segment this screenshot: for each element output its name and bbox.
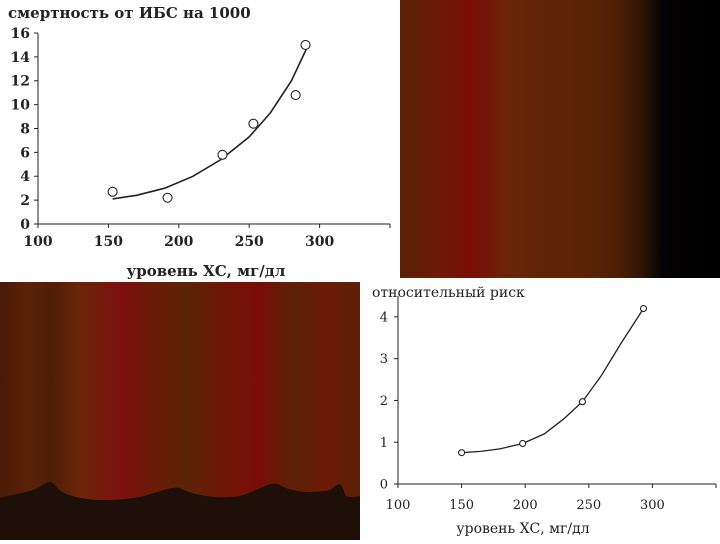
trend-curve	[112, 44, 310, 200]
data-point	[458, 449, 466, 457]
data-point	[519, 439, 527, 448]
data-point	[300, 39, 311, 50]
y-tick-label: 3	[380, 352, 388, 367]
curtain-background-bottom	[0, 282, 360, 540]
y-tick-label: 2	[20, 193, 30, 209]
chart-title: относительный риск	[372, 285, 525, 301]
data-point	[248, 118, 259, 129]
curtain-background-top	[400, 0, 720, 278]
data-point	[217, 149, 228, 160]
x-axis-label: уровень ХС, мг/дл	[127, 262, 286, 280]
trend-curve	[461, 308, 645, 454]
data-point	[107, 186, 118, 197]
y-tick-label: 8	[20, 121, 30, 137]
y-tick-label: 4	[20, 169, 30, 185]
y-tick-label: 14	[11, 50, 31, 66]
chart-relative-risk-svg: относительный риск уровень ХС, мг/дл 100…	[372, 285, 717, 537]
data-point	[290, 90, 301, 101]
plot-area: 100 150 200 250 300 0 1 2 3 4	[380, 296, 717, 513]
y-tick-label: 16	[11, 26, 30, 42]
x-tick-label: 150	[449, 498, 474, 513]
x-tick-label: 250	[576, 498, 601, 513]
y-tick-label: 4	[380, 310, 388, 325]
curtain-hem-shape	[0, 481, 360, 540]
x-tick-label: 300	[305, 234, 334, 250]
data-point	[578, 398, 586, 406]
chart-mortality-svg: смертность от ИБС на 1000 уровень ХС, мг…	[8, 4, 391, 280]
y-tick-label: 10	[11, 98, 31, 114]
plot-area: 100 150 200 250 300 0 2 4 6 8 10 12 14 16	[11, 26, 391, 250]
x-axis-label: уровень ХС, мг/дл	[456, 521, 589, 537]
data-point	[639, 304, 648, 313]
data-point	[162, 192, 173, 203]
y-tick-label: 2	[380, 394, 388, 409]
y-tick-label: 1	[380, 436, 388, 451]
curtain-hem	[0, 481, 360, 540]
y-tick-label: 12	[11, 74, 30, 90]
y-tick-label: 6	[20, 145, 30, 161]
chart-relative-risk: относительный риск уровень ХС, мг/дл 100…	[360, 280, 720, 540]
x-tick-label: 300	[640, 498, 665, 513]
x-tick-label: 200	[513, 498, 538, 513]
x-tick-label: 200	[164, 234, 193, 250]
chart-mortality: смертность от ИБС на 1000 уровень ХС, мг…	[0, 0, 400, 282]
x-tick-label: 100	[23, 234, 52, 250]
x-tick-label: 250	[235, 234, 264, 250]
x-tick-label: 100	[386, 498, 411, 513]
y-tick-label: 0	[380, 478, 388, 493]
x-tick-label: 150	[94, 234, 123, 250]
y-tick-label: 0	[20, 217, 30, 233]
chart-title: смертность от ИБС на 1000	[8, 4, 251, 22]
